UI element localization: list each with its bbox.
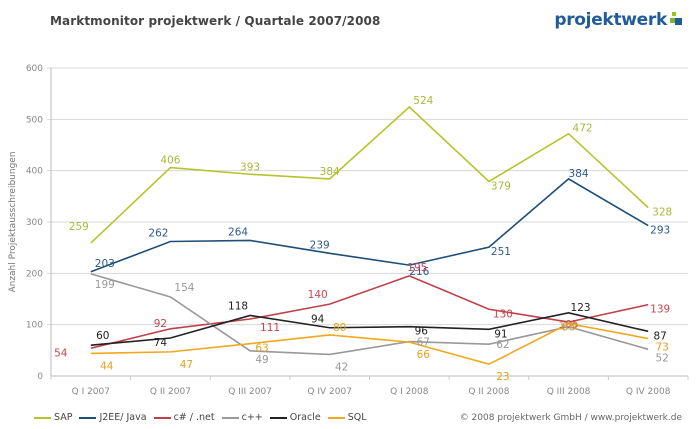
data-label: 96	[415, 326, 429, 338]
data-label: 96	[562, 322, 576, 334]
data-label: 328	[652, 207, 672, 219]
data-label: 140	[308, 289, 328, 301]
x-tick-label: Q III 2008	[547, 387, 591, 397]
data-label: 63	[255, 343, 268, 355]
y-tick-label: 100	[26, 321, 43, 331]
data-label: 94	[311, 314, 325, 326]
legend-item: SQL	[327, 412, 367, 423]
data-label: 259	[69, 221, 89, 233]
data-label: 293	[650, 225, 670, 237]
data-label: 73	[656, 342, 669, 354]
data-label: 203	[95, 258, 115, 270]
data-label: 91	[494, 328, 507, 340]
data-label: 379	[491, 180, 511, 192]
legend-swatch	[34, 416, 51, 419]
legend-label: Oracle	[289, 412, 321, 423]
data-label: 139	[650, 304, 670, 316]
data-label: 52	[656, 352, 669, 364]
x-tick-label: Q IV 2008	[626, 387, 671, 397]
series-line-c-net	[90, 275, 649, 350]
legend: SAP J2EE/ Java c# / .net c++ Oracle SQL	[34, 412, 374, 423]
data-label: 393	[240, 161, 260, 173]
data-label: 216	[409, 266, 429, 278]
y-tick-label: 300	[26, 218, 43, 228]
series-line-sap	[90, 105, 649, 244]
y-tick-label: 200	[26, 269, 43, 279]
data-label: 66	[417, 349, 431, 361]
series-line-sql	[90, 322, 649, 366]
legend-item: SAP	[34, 412, 72, 423]
y-tick-label: 600	[26, 64, 43, 74]
legend-item: c++	[221, 412, 263, 423]
data-label: 44	[100, 360, 114, 372]
data-label: 472	[573, 123, 593, 135]
series-line-j2ee-java	[90, 177, 649, 273]
legend-item: J2EE/ Java	[79, 412, 147, 423]
data-label: 23	[496, 371, 509, 383]
data-label: 406	[160, 155, 180, 167]
data-label: 102	[559, 321, 579, 333]
data-label: 92	[154, 318, 167, 330]
x-tick-label: Q I 2008	[390, 387, 429, 397]
data-label: 60	[96, 330, 109, 342]
series-line-oracle	[90, 312, 649, 346]
legend-label: J2EE/ Java	[99, 412, 147, 423]
legend-swatch	[153, 416, 171, 419]
data-label: 47	[180, 359, 193, 371]
x-tick-label: Q IV 2007	[307, 387, 352, 397]
data-label: 264	[228, 226, 248, 238]
data-label: 524	[413, 95, 433, 107]
data-label: 87	[654, 330, 667, 342]
copyright-text: © 2008 projektwerk GmbH / www.projektwer…	[459, 413, 682, 423]
y-tick-label: 400	[26, 167, 43, 177]
projektwerk-logo: projektwerk	[554, 10, 684, 30]
x-tick-label: Q III 2007	[228, 387, 272, 397]
legend-item: Oracle	[269, 412, 321, 423]
legend-label: c# / .net	[173, 412, 215, 423]
data-label: 130	[493, 308, 513, 320]
legend-label: SAP	[54, 412, 73, 423]
legend-swatch	[269, 416, 287, 419]
data-label: 123	[571, 302, 591, 314]
data-label: 262	[148, 228, 168, 240]
data-label: 49	[255, 354, 268, 366]
data-label: 111	[260, 322, 280, 334]
data-label: 74	[154, 337, 168, 349]
legend-swatch	[327, 416, 345, 419]
data-label: 384	[569, 168, 589, 180]
x-tick-label: Q II 2007	[150, 387, 191, 397]
data-label: 195	[407, 262, 427, 274]
data-label: 62	[496, 339, 509, 351]
data-label: 199	[95, 279, 115, 291]
logo-text: projektwerk	[554, 10, 667, 30]
legend-swatch	[221, 416, 239, 419]
data-label: 54	[54, 347, 68, 359]
x-tick-label: Q I 2007	[72, 387, 110, 397]
data-label: 80	[333, 322, 346, 334]
data-label: 154	[174, 282, 194, 294]
data-label: 42	[335, 361, 348, 373]
y-tick-label: 0	[37, 372, 43, 382]
legend-item: c# / .net	[153, 412, 215, 423]
chart-title: Marktmonitor projektwerk / Quartale 2007…	[50, 14, 381, 28]
legend-label: c++	[241, 412, 263, 423]
data-label: 384	[320, 166, 340, 178]
logo-squares-icon	[670, 12, 684, 26]
data-label: 118	[228, 300, 248, 312]
data-label: 239	[310, 239, 330, 251]
data-label: 105	[559, 319, 579, 331]
x-tick-label: Q II 2008	[468, 387, 509, 397]
data-label: 251	[491, 246, 511, 258]
legend-swatch	[79, 416, 97, 419]
data-label: 67	[417, 337, 430, 349]
y-tick-label: 500	[26, 115, 43, 125]
legend-label: SQL	[347, 412, 367, 423]
y-axis-label: Anzahl Projektausschreibungen	[8, 151, 18, 292]
